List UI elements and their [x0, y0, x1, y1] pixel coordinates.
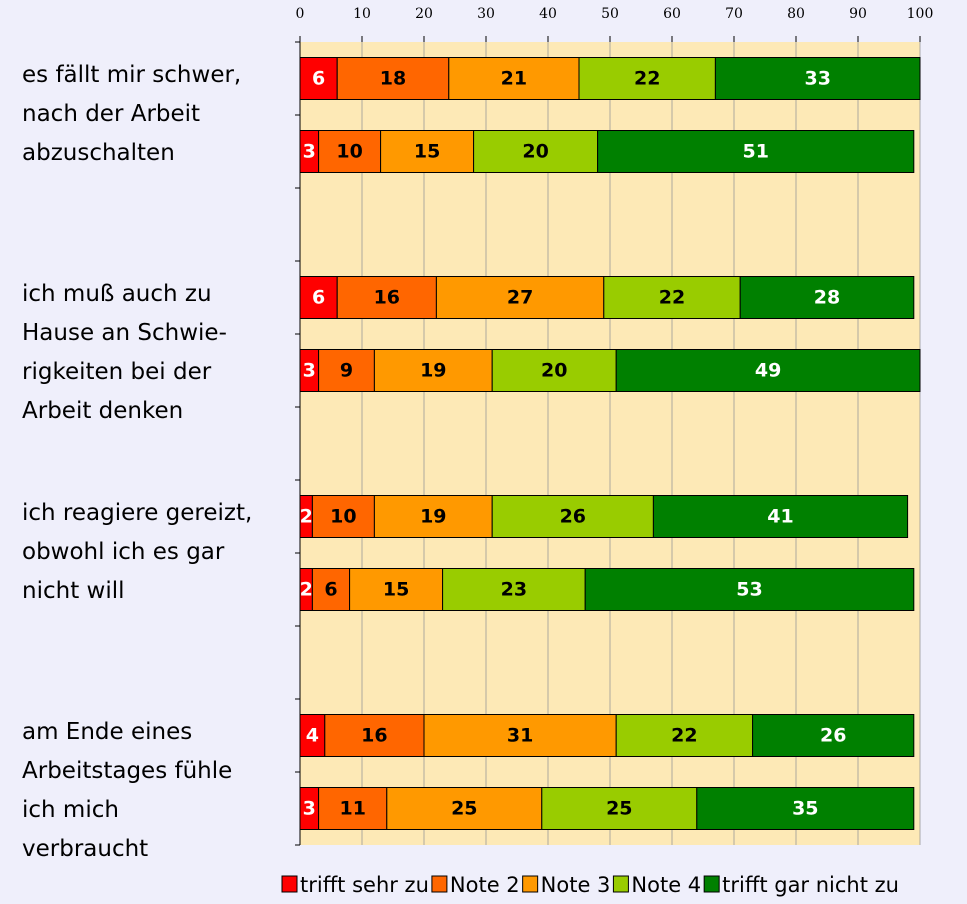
bar-segment [491, 349, 617, 392]
x-tick-label: 20 [415, 6, 433, 22]
data-label: 20 [541, 360, 567, 382]
x-tick-label: 0 [296, 6, 305, 22]
bar-segment [318, 787, 388, 830]
bar-segment [442, 568, 586, 611]
bar-segment [752, 714, 915, 757]
data-label: 25 [606, 798, 632, 820]
data-label: 35 [792, 798, 818, 820]
bar-segment [318, 349, 375, 392]
legend-label: trifft sehr zu [300, 873, 429, 897]
bar-segment [318, 130, 382, 173]
data-label: 41 [767, 506, 793, 528]
legend-swatch [612, 875, 629, 893]
data-label: 26 [820, 725, 846, 747]
bar-segment [349, 568, 444, 611]
x-tick-label: 60 [663, 6, 681, 22]
legend-label: Note 2 [450, 873, 520, 897]
legend-swatch [431, 875, 448, 893]
data-label: 19 [420, 506, 446, 528]
data-label: 6 [324, 579, 337, 601]
data-label: 53 [736, 579, 762, 601]
data-label: 3 [303, 141, 316, 163]
data-label: 22 [671, 725, 697, 747]
bar-segment [491, 495, 654, 538]
bar-segment [448, 57, 580, 100]
data-label: 15 [414, 141, 440, 163]
data-label: 6 [312, 68, 325, 90]
data-label: 27 [507, 287, 533, 309]
data-label: 3 [303, 798, 316, 820]
bar-segment [597, 130, 915, 173]
data-label: 15 [383, 579, 409, 601]
legend-label: trifft gar nicht zu [722, 873, 899, 897]
bar-segment [373, 349, 493, 392]
x-tick-label: 90 [849, 6, 867, 22]
data-label: 25 [451, 798, 477, 820]
data-label: 20 [522, 141, 548, 163]
data-label: 10 [336, 141, 362, 163]
data-label: 22 [659, 287, 685, 309]
x-tick-label: 80 [787, 6, 805, 22]
bar-segment [299, 714, 326, 757]
legend-swatch [281, 875, 298, 893]
category-label: ich reagiere gereizt, obwohl ich es gar … [22, 500, 253, 604]
bar-segment [739, 276, 915, 319]
bar-segment [615, 349, 921, 392]
bar-segment [299, 276, 338, 319]
legend: trifft sehr zu Note 2 Note 3 Note 4 trifft g… [281, 873, 899, 897]
legend-swatch [703, 875, 720, 893]
category-label: ich muß auch zu Hause an Schwie- rigkeit… [22, 281, 227, 424]
x-tick-label: 30 [477, 6, 495, 22]
data-label: 21 [501, 68, 527, 90]
bar-segment [714, 57, 921, 100]
bar-segment [336, 57, 450, 100]
x-tick-label: 10 [353, 6, 371, 22]
legend-label: Note 4 [631, 873, 701, 897]
category-label: am Ende eines Arbeitstages fühle ich mic… [22, 719, 233, 862]
data-label: 49 [755, 360, 781, 382]
bar-segment [380, 130, 475, 173]
data-label: 10 [330, 506, 356, 528]
data-label: 31 [507, 725, 533, 747]
data-label: 2 [300, 579, 313, 601]
data-label: 51 [742, 141, 768, 163]
bar-segment [423, 714, 617, 757]
data-label: 3 [303, 360, 316, 382]
legend-swatch [522, 875, 539, 893]
data-label: 19 [420, 360, 446, 382]
bar-segment [311, 568, 351, 611]
x-tick-label: 100 [907, 6, 934, 22]
data-label: 6 [312, 287, 325, 309]
data-label: 18 [380, 68, 406, 90]
bar-segment [386, 787, 543, 830]
data-label: 11 [339, 798, 365, 820]
data-label: 22 [634, 68, 660, 90]
data-label: 23 [501, 579, 527, 601]
data-label: 2 [300, 506, 313, 528]
x-tick-label: 50 [601, 6, 619, 22]
data-label: 9 [340, 360, 353, 382]
bar-segment [584, 568, 915, 611]
data-label: 33 [804, 68, 830, 90]
bar-segment [696, 787, 915, 830]
category-label: es fällt mir schwer, nach der Arbeit abz… [22, 62, 242, 166]
x-tick-label: 40 [539, 6, 557, 22]
bar-segment [603, 276, 741, 319]
bar-segment [311, 495, 375, 538]
x-tick-label: 70 [725, 6, 743, 22]
bar-segment [652, 495, 909, 538]
data-label: 4 [306, 725, 319, 747]
data-label: 28 [814, 287, 840, 309]
data-label: 16 [374, 287, 400, 309]
data-label: 26 [560, 506, 586, 528]
bar-segment [324, 714, 425, 757]
bar-segment [299, 57, 338, 100]
data-label: 16 [361, 725, 387, 747]
bar-segment [578, 57, 716, 100]
legend-label: Note 3 [541, 873, 611, 897]
bar-segment [473, 130, 599, 173]
